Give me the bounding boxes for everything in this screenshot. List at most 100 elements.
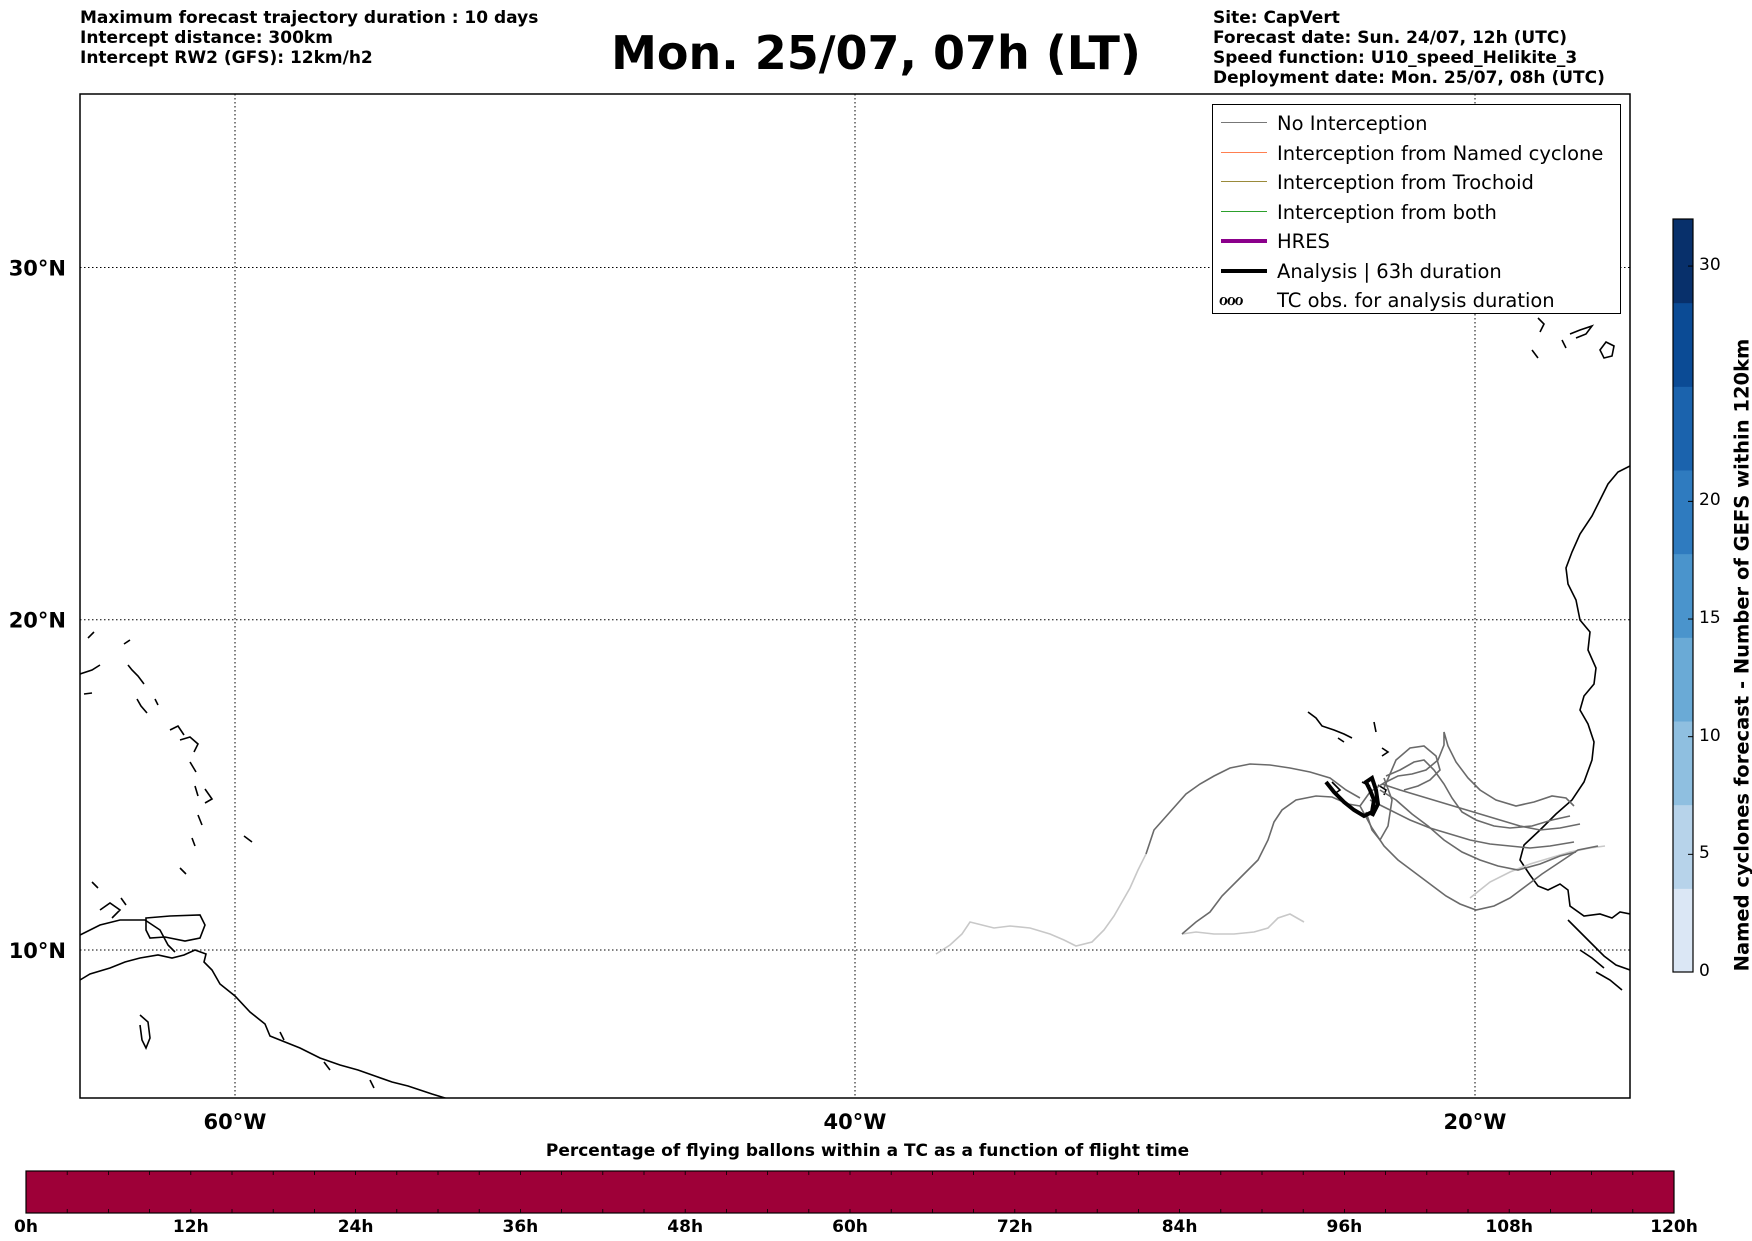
legend-swatch (1221, 181, 1267, 183)
trajectory-7 (1381, 783, 1581, 831)
trajectory-3 (1359, 731, 1575, 807)
coastline-africa-south (1567, 919, 1630, 991)
speed-function-text: Speed function: U10_speed_Helikite_3 (1213, 48, 1578, 68)
lat-tick-label: 10°N (9, 939, 66, 963)
colorbar-right (1672, 218, 1694, 973)
colorbar-right-segment (1673, 219, 1693, 304)
latitude-labels: 30°N 20°N 10°N (9, 256, 66, 963)
legend-label: Analysis | 63h duration (1277, 259, 1502, 283)
colorbar-right-segment (1673, 637, 1693, 722)
coastline-cape-verde (1307, 711, 1390, 796)
colorbar-bottom-title: Percentage of flying ballons within a TC… (545, 1141, 1190, 1161)
legend-item: HRES (1213, 227, 1620, 257)
intercept-distance-text: Intercept distance: 300km (80, 28, 333, 48)
trajectory-faded-1 (935, 853, 1147, 955)
legend-item: Interception from Named cyclone (1213, 139, 1620, 169)
colorbar-right-label: Named cyclones forecast - Number of GEFS… (1730, 338, 1752, 972)
trajectory-1 (1145, 763, 1361, 855)
coastline-venezuela-north (80, 919, 176, 953)
coastline-trinidad (145, 914, 206, 942)
colorbar-bottom-tick-label: 36h (502, 1217, 539, 1237)
trajectory-6 (1379, 789, 1577, 871)
forecast-date-text: Forecast date: Sun. 24/07, 12h (UTC) (1213, 28, 1568, 48)
colorbar-bottom-tick-label: 72h (996, 1217, 1033, 1237)
legend-swatch (1221, 151, 1267, 153)
colorbar-right-segment (1673, 553, 1693, 638)
colorbar-right-segment (1673, 386, 1693, 471)
legend-label: Interception from both (1277, 200, 1497, 224)
colorbar-right-segment (1673, 888, 1693, 973)
map-legend: No Interception Interception from Named c… (1212, 104, 1621, 314)
coastline-antilles (80, 631, 253, 919)
colorbar-bottom-tick-label: 120h (1650, 1217, 1698, 1237)
legend-label: Interception from Named cyclone (1277, 141, 1604, 165)
trajectory-4 (1359, 805, 1599, 911)
trajectory-9 (1383, 745, 1441, 791)
deployment-date-text: Deployment date: Mon. 25/07, 08h (UTC) (1213, 68, 1605, 88)
coastlines (80, 317, 1630, 1098)
intercept-rw2-text: Intercept RW2 (GFS): 12km/h2 (80, 48, 373, 68)
map-title: Mon. 25/07, 07h (LT) (611, 26, 1141, 80)
colorbar-bottom-ticks (66, 1171, 1634, 1213)
colorbar-bottom-tick-label: 60h (832, 1217, 868, 1237)
trajectory-faded-3 (1469, 845, 1606, 899)
colorbar-right-segment (1673, 302, 1693, 387)
colorbar-bottom-tick-label: 0h (14, 1217, 38, 1237)
colorbar-right-tick-label: 20 (1699, 490, 1721, 511)
site-text: Site: CapVert (1213, 8, 1340, 28)
legend-swatch (1221, 210, 1267, 212)
coastline-africa (1519, 465, 1630, 919)
analysis-trajectory (1324, 774, 1381, 819)
legend-item: Analysis | 63h duration (1213, 257, 1620, 287)
legend-swatch (1221, 122, 1267, 124)
coastline-south-america (80, 949, 448, 1098)
colorbar-right-tick-label: 15 (1699, 608, 1721, 629)
colorbar-right-tick-label: 30 (1699, 255, 1721, 276)
legend-swatch (1221, 239, 1267, 243)
trajectory-10 (1365, 777, 1393, 842)
colorbar-right-frame (1672, 218, 1694, 973)
lon-tick-label: 60°W (204, 1110, 267, 1134)
map-gridlines (80, 94, 1630, 1098)
legend-label: No Interception (1277, 112, 1428, 135)
legend-label: HRES (1277, 230, 1330, 253)
legend-label: TC obs. for analysis duration (1277, 289, 1555, 312)
colorbar-bottom-tick-label: 108h (1485, 1217, 1533, 1237)
coastline-guyana-islands (139, 1014, 375, 1089)
legend-swatch (1221, 268, 1267, 273)
legend-item: Interception from Trochoid (1213, 168, 1620, 198)
lat-tick-label: 20°N (9, 609, 66, 633)
trajectory-2 (1181, 795, 1361, 935)
colorbar-bottom-tick-label: 84h (1161, 1217, 1198, 1237)
coastline-canary (1531, 317, 1615, 359)
map-frame (79, 93, 1631, 1099)
colorbar-right-tick-label: 0 (1699, 961, 1710, 981)
colorbar-bottom-tick-label: 48h (667, 1217, 704, 1237)
lon-tick-label: 20°W (1444, 1110, 1507, 1134)
colorbar-right-segment (1673, 470, 1693, 555)
longitude-labels: 60°W 40°W 20°W (204, 1110, 1507, 1134)
colorbar-bottom-tick-label: 12h (172, 1217, 209, 1237)
legend-label: Interception from Trochoid (1277, 171, 1534, 194)
colorbar-bottom-tick-label: 96h (1326, 1217, 1363, 1237)
colorbar-right-tick-label: 5 (1699, 843, 1710, 864)
header-left: Maximum forecast trajectory duration : 1… (80, 8, 538, 68)
lat-tick-label: 30°N (9, 256, 66, 280)
colorbar-bottom-bar (25, 1170, 1675, 1214)
trajectory-5 (1369, 799, 1575, 849)
colorbar-right-segment (1673, 721, 1693, 806)
trajectory-faded-2 (1181, 913, 1305, 935)
header-right: Site: CapVert Forecast date: Sun. 24/07,… (1213, 8, 1605, 88)
max-duration-text: Maximum forecast trajectory duration : 1… (80, 8, 539, 28)
colorbar-right-tick-label: 10 (1699, 725, 1721, 746)
colorbar-bottom-tick-label: 24h (337, 1217, 374, 1237)
legend-item: No Interception (1213, 109, 1620, 139)
tc-obs-icon: ℴℴℴ (1219, 288, 1243, 310)
legend-item-tc-obs: ℴℴℴ TC obs. for analysis duration (1213, 286, 1620, 316)
legend-item: Interception from both (1213, 198, 1620, 228)
lon-tick-label: 40°W (824, 1110, 887, 1134)
trajectory-8 (1385, 759, 1571, 829)
trajectories (935, 731, 1606, 955)
colorbar-right-segment (1673, 804, 1693, 889)
